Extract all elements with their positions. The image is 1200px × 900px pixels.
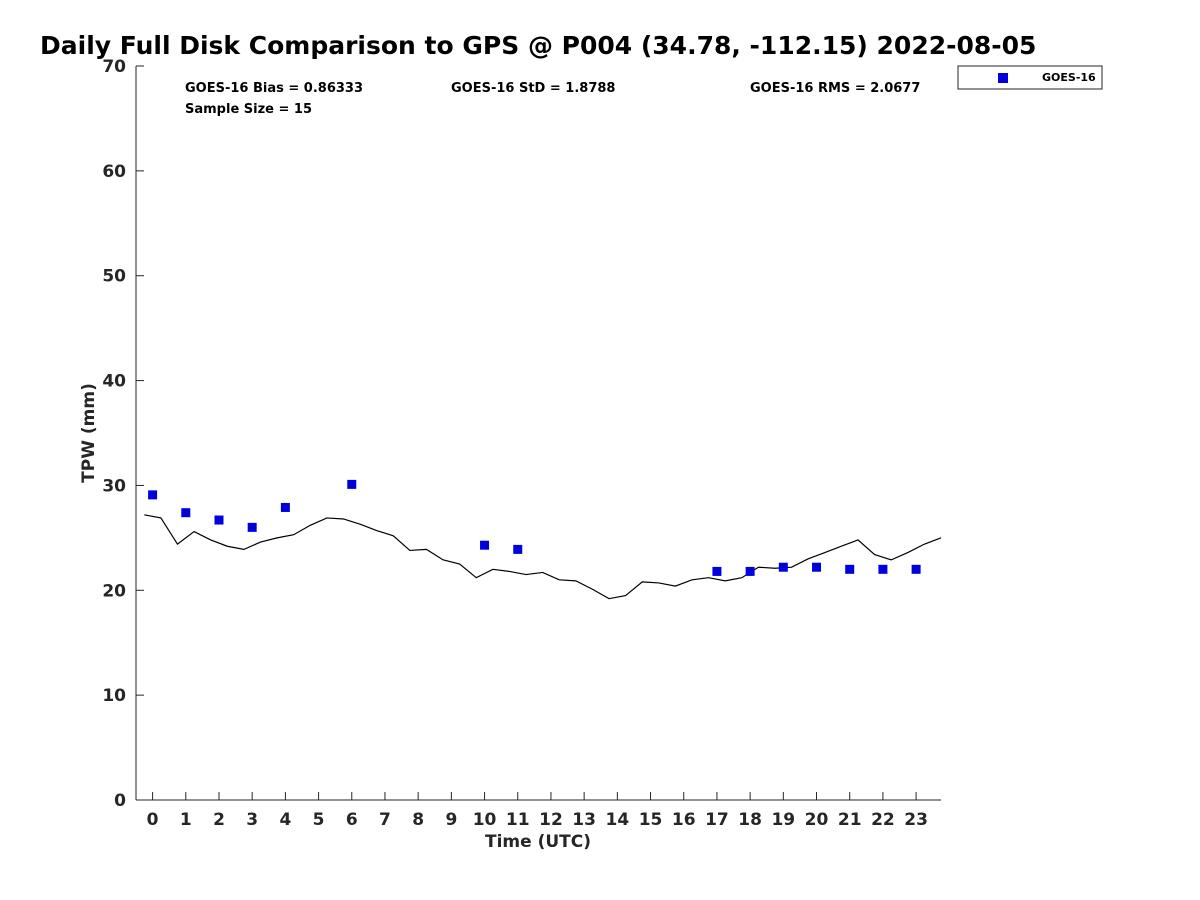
chart-title: Daily Full Disk Comparison to GPS @ P004… <box>40 31 1036 60</box>
goes16-data-point <box>480 540 490 550</box>
y-tick-label: 60 <box>102 162 126 182</box>
plot-area <box>144 479 942 600</box>
x-tick-label: 21 <box>838 810 862 830</box>
std-stat: GOES-16 StD = 1.8788 <box>451 81 615 96</box>
x-tick-label: 20 <box>805 810 829 830</box>
y-tick-label: 50 <box>102 267 126 287</box>
x-tick-label: 2 <box>213 810 225 830</box>
bias-stat: GOES-16 Bias = 0.86333 <box>185 81 363 96</box>
x-tick-label: 11 <box>506 810 530 830</box>
y-tick-label: 30 <box>102 476 126 496</box>
x-axis-label: Time (UTC) <box>485 832 591 852</box>
x-tick-label: 0 <box>147 810 159 830</box>
goes16-data-point <box>513 544 523 554</box>
x-tick-label: 5 <box>313 810 325 830</box>
goes16-data-point <box>280 502 290 512</box>
x-tick-label: 6 <box>346 810 358 830</box>
goes16-data-point <box>247 522 257 532</box>
goes16-data-point <box>911 564 921 574</box>
x-tick-label: 18 <box>738 810 762 830</box>
x-ticks: 0 1 2 3 4 5 6 7 8 9 10 11 12 13 14 15 16 17 18 19 20 21 22 23 <box>147 792 928 830</box>
y-tick-label: 0 <box>114 791 126 811</box>
x-tick-label: 8 <box>412 810 424 830</box>
y-ticks: 0 10 20 30 40 50 60 70 <box>102 57 144 811</box>
goes16-data-point <box>778 562 788 572</box>
x-tick-label: 15 <box>639 810 663 830</box>
gps-tpw-line <box>144 514 942 600</box>
goes16-data-point <box>745 566 755 576</box>
sample-size-stat: Sample Size = 15 <box>185 102 312 117</box>
x-tick-label: 19 <box>771 810 795 830</box>
goes16-data-point <box>347 479 357 489</box>
x-tick-label: 23 <box>904 810 928 830</box>
goes16-data-point <box>878 564 888 574</box>
legend-label-goes16: GOES-16 <box>1042 71 1096 84</box>
x-tick-label: 17 <box>705 810 729 830</box>
goes16-data-point <box>214 515 224 525</box>
x-tick-label: 1 <box>180 810 192 830</box>
x-tick-label: 10 <box>473 810 497 830</box>
y-tick-label: 20 <box>102 581 126 601</box>
x-tick-label: 13 <box>572 810 596 830</box>
x-tick-label: 3 <box>246 810 258 830</box>
x-tick-label: 12 <box>539 810 563 830</box>
legend: GOES-16 <box>957 65 1103 90</box>
legend-box <box>957 65 1103 90</box>
goes16-points <box>148 479 921 576</box>
x-tick-label: 4 <box>279 810 291 830</box>
x-tick-label: 9 <box>445 810 457 830</box>
y-tick-label: 70 <box>102 57 126 77</box>
goes16-data-point <box>845 564 855 574</box>
axes <box>135 66 941 801</box>
goes16-data-point <box>148 490 158 500</box>
y-axis-label: TPW (mm) <box>79 383 99 483</box>
rms-stat: GOES-16 RMS = 2.0677 <box>750 81 920 96</box>
legend-marker-goes16 <box>998 73 1008 83</box>
y-tick-label: 10 <box>102 686 126 706</box>
y-tick-label: 40 <box>102 372 126 392</box>
x-tick-label: 14 <box>606 810 630 830</box>
goes16-data-point <box>712 566 722 576</box>
x-tick-label: 16 <box>672 810 696 830</box>
x-tick-label: 22 <box>871 810 895 830</box>
goes16-data-point <box>181 508 191 518</box>
goes16-data-point <box>812 562 822 572</box>
x-tick-label: 7 <box>379 810 391 830</box>
